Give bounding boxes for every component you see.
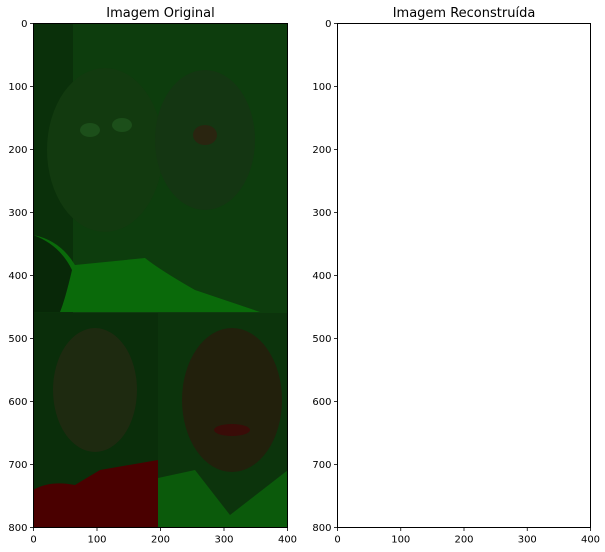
y-tick-label: 700 (312, 460, 331, 471)
image-shirt-shadow (33, 235, 72, 312)
y-tick-label: 600 (312, 397, 331, 408)
reconstructed-image (337, 23, 591, 528)
image-green-region-bottom (158, 470, 288, 528)
y-tick-label: 0 (325, 19, 331, 30)
y-tick-label: 400 (8, 271, 27, 282)
y-tick-label: 500 (8, 334, 27, 345)
x-tick-label: 200 (454, 535, 473, 546)
y-tick-label: 200 (8, 145, 27, 156)
x-tick-label: 0 (334, 535, 340, 546)
image-face-bottom-left (53, 328, 137, 452)
y-tick-label: 800 (8, 523, 27, 534)
y-tick-label: 700 (8, 460, 27, 471)
ticks-original: 0 100 200 300 400 0 100 200 300 400 500 600 700 800 (8, 19, 297, 546)
x-tick-label: 200 (151, 535, 170, 546)
y-tick-label: 300 (312, 208, 331, 219)
y-tick-label: 100 (8, 82, 27, 93)
y-tick-label: 600 (8, 397, 27, 408)
y-tick-label: 400 (312, 271, 331, 282)
x-tick-label: 300 (214, 535, 233, 546)
subplot-title-original: Imagem Original (106, 6, 214, 21)
y-tick-label: 500 (312, 334, 331, 345)
image-shirt-green (33, 235, 260, 312)
y-tick-label: 100 (312, 82, 331, 93)
x-tick-label: 400 (581, 535, 600, 546)
image-eye-top-third (193, 125, 217, 145)
y-tick-label: 0 (21, 19, 27, 30)
image-red-region (33, 460, 158, 528)
x-tick-label: 0 (30, 535, 36, 546)
x-tick-label: 100 (391, 535, 410, 546)
image-face-bottom-right (182, 328, 282, 472)
original-image (33, 23, 288, 528)
image-eye-top-left (80, 123, 100, 137)
y-tick-label: 200 (312, 145, 331, 156)
y-tick-label: 800 (312, 523, 331, 534)
image-eye-top-right (112, 118, 132, 132)
subplot-reconstructed: Imagem Reconstruída 0 100 200 300 400 0 100 200… (312, 6, 600, 546)
y-tick-label: 300 (8, 208, 27, 219)
ticks-reconstructed: 0 100 200 300 400 0 100 200 300 400 500 600 700 800 (312, 19, 600, 546)
subplot-title-reconstructed: Imagem Reconstruída (393, 6, 536, 21)
x-tick-label: 100 (87, 535, 106, 546)
x-tick-label: 300 (518, 535, 537, 546)
image-mouth-bottom-right (214, 424, 250, 436)
x-tick-label: 400 (278, 535, 297, 546)
image-face-top-left (47, 68, 163, 232)
